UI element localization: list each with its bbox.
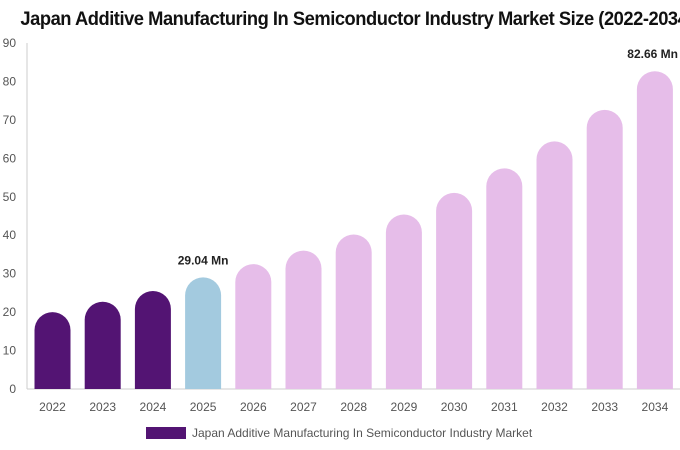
x-tick-label: 2034 xyxy=(642,400,669,414)
bar-2031 xyxy=(486,168,523,389)
y-tick-label: 80 xyxy=(3,74,17,88)
x-tick-label: 2026 xyxy=(240,400,267,414)
legend-label: Japan Additive Manufacturing In Semicond… xyxy=(192,426,533,440)
x-tick-label: 2027 xyxy=(290,400,317,414)
bar-2032 xyxy=(536,141,573,389)
y-tick-label: 10 xyxy=(3,344,17,358)
bar-2024 xyxy=(134,290,171,389)
bar-2034 xyxy=(636,71,673,389)
x-tick-label: 2031 xyxy=(491,400,518,414)
y-tick-label: 0 xyxy=(9,382,16,396)
x-tick-label: 2025 xyxy=(190,400,217,414)
x-tick-label: 2024 xyxy=(140,400,167,414)
x-tick-label: 2032 xyxy=(541,400,568,414)
y-tick-label: 60 xyxy=(3,151,17,165)
y-tick-label: 70 xyxy=(3,113,17,127)
bar-2029 xyxy=(385,214,422,389)
legend: Japan Additive Manufacturing In Semicond… xyxy=(146,426,532,440)
bar-2026 xyxy=(235,264,272,389)
bar-2033 xyxy=(586,109,623,389)
bar-2025 xyxy=(185,277,222,389)
bar-2030 xyxy=(436,192,473,389)
x-tick-label: 2023 xyxy=(89,400,116,414)
y-tick-label: 30 xyxy=(3,267,17,281)
bar-2022 xyxy=(34,312,71,389)
chart-title: Japan Additive Manufacturing In Semicond… xyxy=(20,8,680,30)
y-tick-label: 40 xyxy=(3,228,17,242)
data-label: 82.66 Mn xyxy=(627,47,678,61)
legend-swatch xyxy=(146,427,186,439)
bar-2028 xyxy=(335,234,372,389)
y-tick-label: 90 xyxy=(3,36,17,50)
bar-2023 xyxy=(84,301,121,389)
x-tick-label: 2030 xyxy=(441,400,468,414)
x-tick-label: 2033 xyxy=(591,400,618,414)
x-tick-label: 2028 xyxy=(340,400,367,414)
data-label: 29.04 Mn xyxy=(178,253,229,267)
x-tick-label: 2022 xyxy=(39,400,66,414)
x-tick-label: 2029 xyxy=(391,400,418,414)
bar-2027 xyxy=(285,250,322,389)
y-tick-label: 20 xyxy=(3,305,17,319)
y-tick-label: 50 xyxy=(3,190,17,204)
